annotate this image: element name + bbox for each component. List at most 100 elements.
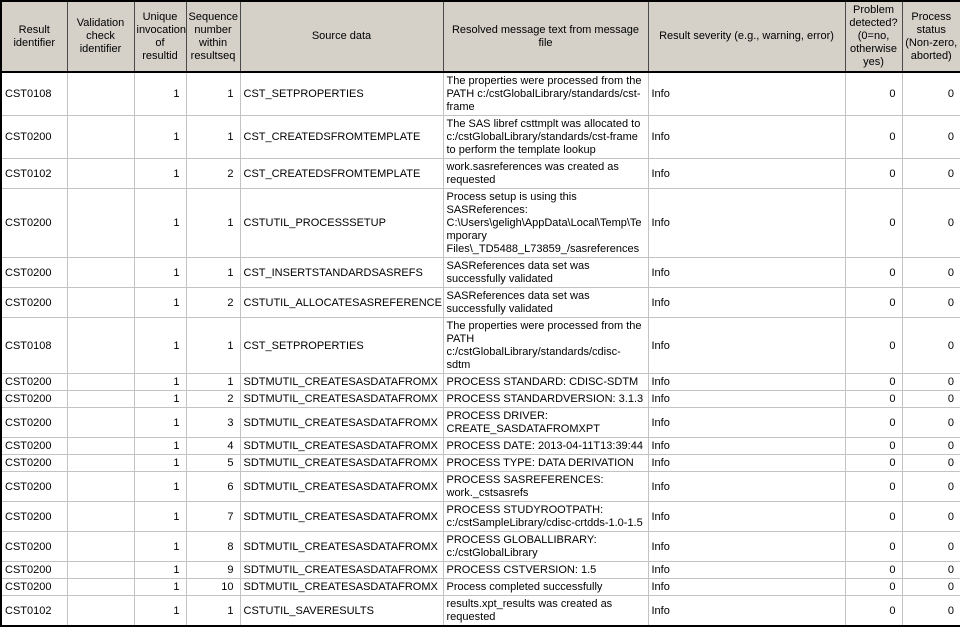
cell-result-severity: Info [648,287,846,318]
cell-sequence-number: 2 [186,390,241,408]
cell-resolved-message: PROCESS TYPE: DATA DERIVATION [443,454,649,472]
column-header-sequence-number: Sequence number within resultseq [186,2,241,73]
table-row: CST0102 1 2 CST_CREATEDSFROMTEMPLATE wor… [2,158,960,189]
cell-unique-invocation: 1 [134,437,187,455]
cell-unique-invocation: 1 [134,115,187,159]
cell-resolved-message: PROCESS DRIVER: CREATE_SASDATAFROMXPT [443,407,649,438]
cell-result-severity: Info [648,188,846,258]
cell-sequence-number: 1 [186,72,241,116]
cell-problem-detected: 0 [845,454,903,472]
cell-sequence-number: 1 [186,257,241,288]
cell-result-severity: Info [648,454,846,472]
cell-source-data: CST_CREATEDSFROMTEMPLATE [240,115,444,159]
cell-result-severity: Info [648,561,846,579]
cell-resolved-message: SASReferences data set was successfully … [443,287,649,318]
cell-validation-check-identifier [67,454,135,472]
cell-unique-invocation: 1 [134,471,187,502]
cell-sequence-number: 1 [186,373,241,391]
cell-process-status: 0 [902,188,960,258]
cell-unique-invocation: 1 [134,407,187,438]
table-row: CST0200 1 2 CSTUTIL_ALLOCATESASREFERENCE… [2,287,960,318]
table-row: CST0200 1 1 CSTUTIL_PROCESSSETUP Process… [2,188,960,258]
cell-result-severity: Info [648,531,846,562]
cell-result-identifier: CST0200 [2,437,68,455]
column-header-result-severity: Result severity (e.g., warning, error) [648,2,846,73]
cell-process-status: 0 [902,287,960,318]
cell-result-severity: Info [648,437,846,455]
cell-unique-invocation: 1 [134,373,187,391]
cell-validation-check-identifier [67,437,135,455]
results-table-body: CST0108 1 1 CST_SETPROPERTIES The proper… [2,72,960,625]
cell-result-severity: Info [648,158,846,189]
cell-problem-detected: 0 [845,561,903,579]
cell-unique-invocation: 1 [134,390,187,408]
cell-result-identifier: CST0200 [2,561,68,579]
cell-source-data: SDTMUTIL_CREATESASDATAFROMX [240,407,444,438]
cell-validation-check-identifier [67,188,135,258]
cell-validation-check-identifier [67,561,135,579]
cell-resolved-message: PROCESS STANDARDVERSION: 3.1.3 [443,390,649,408]
cell-problem-detected: 0 [845,188,903,258]
cell-source-data: SDTMUTIL_CREATESASDATAFROMX [240,454,444,472]
cell-problem-detected: 0 [845,72,903,116]
cell-process-status: 0 [902,373,960,391]
cell-result-severity: Info [648,501,846,532]
cell-process-status: 0 [902,531,960,562]
cell-problem-detected: 0 [845,287,903,318]
cell-sequence-number: 10 [186,578,241,596]
table-row: CST0200 1 9 SDTMUTIL_CREATESASDATAFROMX … [2,561,960,579]
cell-validation-check-identifier [67,595,135,625]
cell-source-data: CST_INSERTSTANDARDSASREFS [240,257,444,288]
cell-validation-check-identifier [67,578,135,596]
cell-unique-invocation: 1 [134,72,187,116]
cell-resolved-message: PROCESS STUDYROOTPATH: c:/cstSampleLibra… [443,501,649,532]
cell-problem-detected: 0 [845,437,903,455]
cell-process-status: 0 [902,501,960,532]
cell-source-data: SDTMUTIL_CREATESASDATAFROMX [240,390,444,408]
cell-result-identifier: CST0108 [2,317,68,374]
header-row: Result identifier Validation check ident… [2,2,960,73]
cell-process-status: 0 [902,578,960,596]
cell-unique-invocation: 1 [134,158,187,189]
cell-source-data: CST_SETPROPERTIES [240,317,444,374]
cell-validation-check-identifier [67,317,135,374]
cell-result-identifier: CST0200 [2,501,68,532]
cell-source-data: SDTMUTIL_CREATESASDATAFROMX [240,373,444,391]
cell-sequence-number: 2 [186,287,241,318]
cell-resolved-message: work.sasreferences was created as reques… [443,158,649,189]
cell-unique-invocation: 1 [134,578,187,596]
cell-result-identifier: CST0200 [2,531,68,562]
cell-result-identifier: CST0108 [2,72,68,116]
cell-sequence-number: 3 [186,407,241,438]
cell-resolved-message: The SAS libref csttmplt was allocated to… [443,115,649,159]
cell-source-data: SDTMUTIL_CREATESASDATAFROMX [240,471,444,502]
cell-problem-detected: 0 [845,471,903,502]
cell-validation-check-identifier [67,72,135,116]
cell-problem-detected: 0 [845,578,903,596]
column-header-result-identifier: Result identifier [2,2,68,73]
column-header-problem-detected: Problem detected? (0=no, otherwise yes) [845,2,903,73]
cell-process-status: 0 [902,115,960,159]
results-table-header: Result identifier Validation check ident… [2,2,960,73]
cell-result-severity: Info [648,257,846,288]
cell-validation-check-identifier [67,115,135,159]
cell-sequence-number: 1 [186,188,241,258]
table-row: CST0200 1 7 SDTMUTIL_CREATESASDATAFROMX … [2,501,960,532]
cell-resolved-message: SASReferences data set was successfully … [443,257,649,288]
cell-problem-detected: 0 [845,257,903,288]
table-row: CST0200 1 5 SDTMUTIL_CREATESASDATAFROMX … [2,454,960,472]
cell-result-severity: Info [648,390,846,408]
cell-resolved-message: PROCESS DATE: 2013-04-11T13:39:44 [443,437,649,455]
cell-result-identifier: CST0200 [2,188,68,258]
cell-validation-check-identifier [67,390,135,408]
cell-sequence-number: 7 [186,501,241,532]
cell-unique-invocation: 1 [134,561,187,579]
cell-result-severity: Info [648,578,846,596]
cell-result-identifier: CST0200 [2,373,68,391]
cell-process-status: 0 [902,454,960,472]
cell-result-identifier: CST0200 [2,407,68,438]
cell-result-severity: Info [648,115,846,159]
cell-resolved-message: PROCESS SASREFERENCES: work._cstsasrefs [443,471,649,502]
